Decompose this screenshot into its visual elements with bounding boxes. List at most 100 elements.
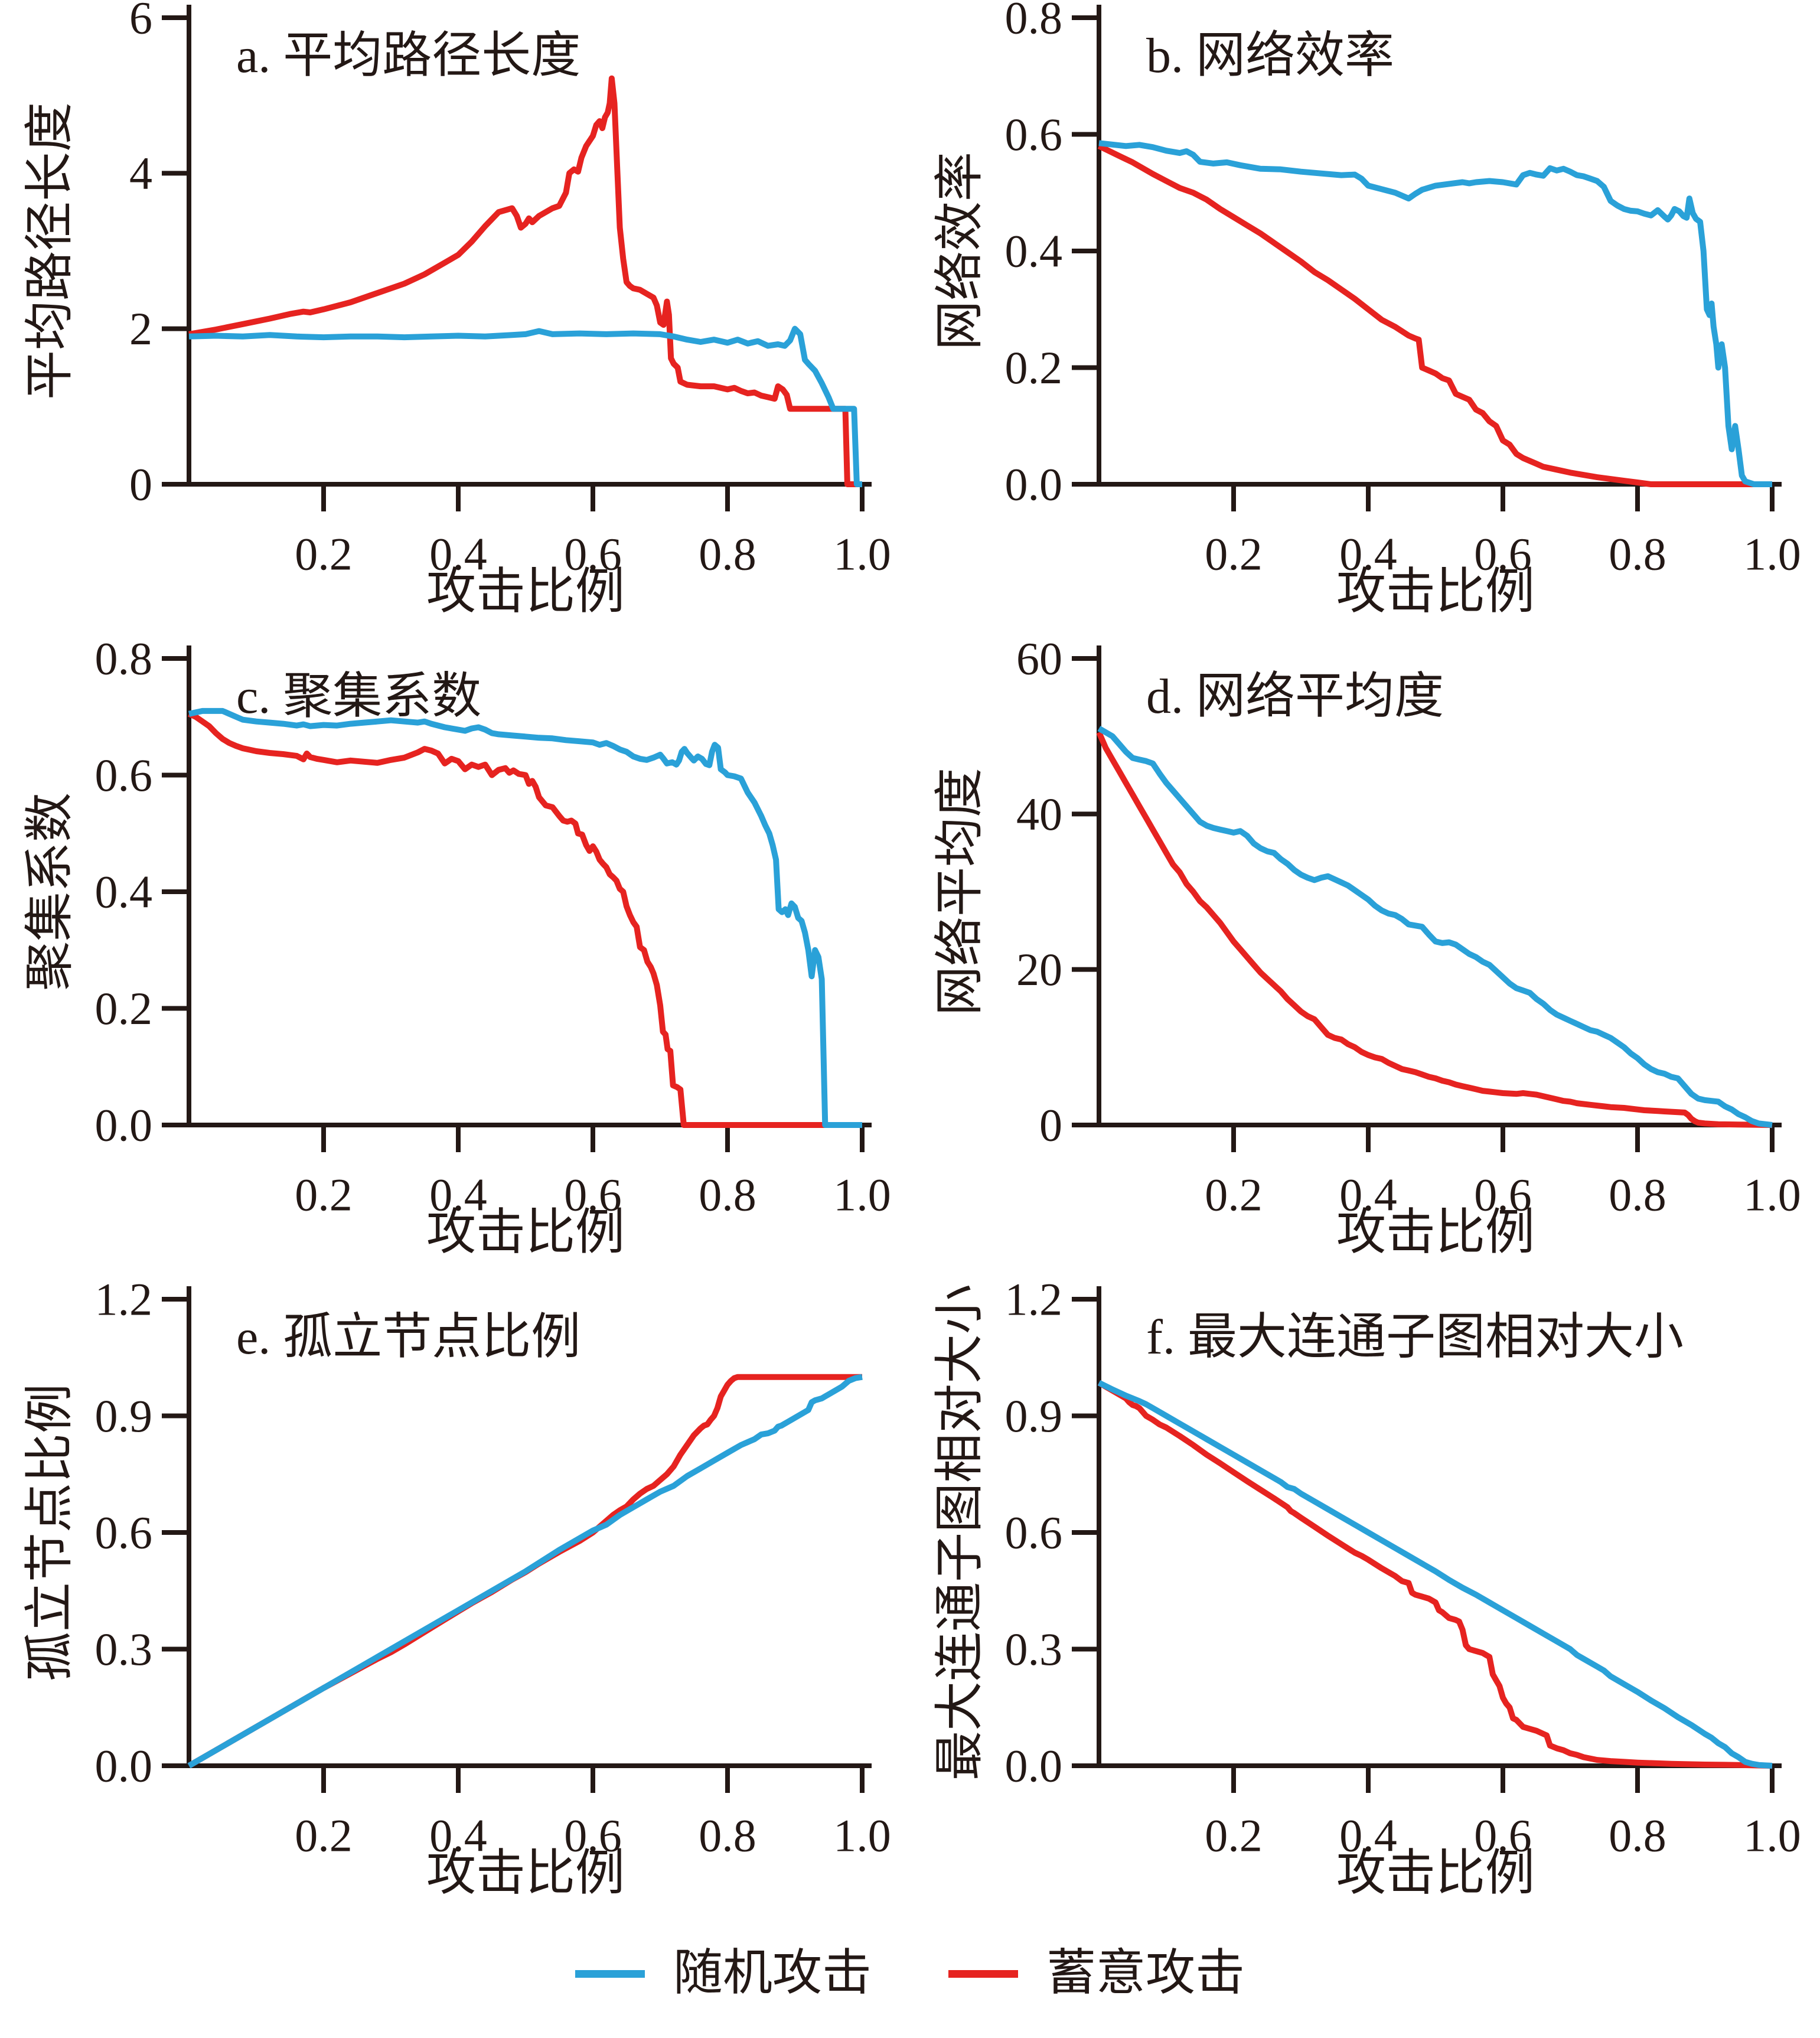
y-tick-label-panel-c: 0.4: [95, 866, 153, 918]
y-axis-label-panel-d: 网络平均度: [933, 768, 988, 1016]
x-tick-label-panel-a: 0.4: [429, 529, 487, 580]
y-tick-label-panel-b: 0.6: [1005, 109, 1063, 160]
x-tick-label-panel-a: 0.8: [699, 529, 756, 580]
x-tick-label-panel-b: 0.4: [1339, 529, 1397, 580]
y-tick-label-panel-a: 6: [129, 0, 152, 44]
y-tick-label-panel-b: 0.8: [1005, 0, 1063, 44]
chart-panel-b: 0.0 0.2 0.4 0.6 0.8 0.2 0.4 0.6 0.8 1.0 b. 网络效率网络效…: [933, 0, 1801, 619]
panel-title-d: d. 网络平均度: [1146, 669, 1444, 724]
x-axis-label-panel-c: 攻击比例: [426, 1205, 625, 1260]
series-deliberate-panel-f: [1097, 1380, 1773, 1769]
y-tick-label-panel-d: 0: [1039, 1100, 1062, 1151]
chart-panel-e: 0.0 0.3 0.6 0.9 1.2 0.2 0.4 0.6 0.8 1.0 e. 孤立节点比例孤…: [23, 1282, 891, 1901]
y-tick-label-panel-f: 1.2: [1005, 1282, 1063, 1325]
legend-item-random-attack: 随机攻击: [575, 1949, 872, 1998]
series-deliberate-panel-b: [1097, 143, 1772, 487]
x-tick-label-panel-a: 1.0: [833, 529, 891, 580]
y-tick-label-panel-e: 0.9: [95, 1390, 153, 1442]
y-tick-label-panel-e: 0.3: [95, 1623, 153, 1675]
legend-label-random-attack: 随机攻击: [673, 1946, 872, 2001]
x-tick-label-panel-c: 0.6: [564, 1169, 622, 1221]
x-tick-label-panel-d: 0.8: [1609, 1169, 1666, 1221]
x-axis-label-panel-f: 攻击比例: [1336, 1846, 1535, 1901]
y-tick-label-panel-f: 0.0: [1005, 1740, 1063, 1792]
x-tick-label-panel-c: 0.8: [699, 1169, 756, 1221]
series-deliberate-panel-a: [188, 75, 862, 487]
series-random-panel-d: [1097, 726, 1773, 1128]
x-tick-label-panel-e: 0.8: [699, 1810, 756, 1861]
legend-label-deliberate-attack: 蓄意攻击: [1046, 1946, 1245, 2001]
y-axis-label-panel-f: 最大连通子图相对大小: [933, 1284, 988, 1781]
chart-panel-c: 0.0 0.2 0.4 0.6 0.8 0.2 0.4 0.6 0.8 1.0 c. 聚集系数聚集系…: [23, 641, 891, 1260]
y-tick-label-panel-c: 0.6: [95, 749, 153, 801]
series-deliberate-panel-c: [187, 711, 862, 1128]
y-tick-label-panel-c: 0.8: [95, 641, 153, 684]
series-deliberate-panel-d: [1096, 731, 1773, 1128]
y-tick-label-panel-f: 0.6: [1005, 1507, 1063, 1558]
x-tick-label-panel-d: 1.0: [1743, 1169, 1801, 1221]
panel-title-b: b. 网络效率: [1146, 28, 1394, 83]
x-tick-label-panel-c: 1.0: [833, 1169, 891, 1221]
y-tick-label-panel-f: 0.9: [1005, 1390, 1063, 1442]
panel-title-a: a. 平均路径长度: [236, 28, 580, 83]
x-tick-label-panel-f: 0.4: [1339, 1810, 1397, 1861]
panels-grid: 0 2 4 6 0.2 0.4 0.6 0.8 1.0 a. 平均路径长度 平均路径长度 攻击比例 0.…: [23, 0, 1801, 1901]
x-tick-label-panel-b: 0.8: [1609, 529, 1666, 580]
y-tick-label-panel-c: 0.2: [95, 983, 153, 1034]
x-tick-label-panel-d: 0.4: [1339, 1169, 1397, 1221]
x-tick-label-panel-c: 0.2: [295, 1169, 353, 1221]
series-random-panel-e: [187, 1374, 863, 1769]
x-tick-label-panel-f: 1.0: [1743, 1810, 1801, 1861]
y-tick-label-panel-c: 0.0: [95, 1100, 153, 1151]
chart-panel-f: 0.0 0.3 0.6 0.9 1.2 0.2 0.4 0.6 0.8 1.0 f. 最大连通子图相…: [933, 1282, 1801, 1901]
x-tick-label-panel-b: 0.6: [1474, 529, 1532, 580]
x-tick-label-panel-a: 0.6: [564, 529, 622, 580]
x-tick-label-panel-f: 0.6: [1474, 1810, 1532, 1861]
y-tick-label-panel-d: 60: [1016, 641, 1062, 684]
y-axis-label-panel-c: 聚集系数: [23, 793, 78, 991]
panel-title-f: f. 最大连通子图相对大小: [1146, 1310, 1684, 1365]
x-tick-label-panel-f: 0.8: [1609, 1810, 1666, 1861]
y-tick-label-panel-b: 0.0: [1005, 459, 1063, 510]
x-tick-label-panel-e: 0.2: [295, 1810, 353, 1861]
x-tick-label-panel-b: 1.0: [1743, 529, 1801, 580]
y-tick-label-panel-f: 0.3: [1005, 1623, 1063, 1675]
y-axis-label-panel-b: 网络效率: [933, 152, 988, 350]
panel-title-c: c. 聚集系数: [236, 669, 481, 724]
series-random-panel-a: [188, 325, 862, 487]
series-random-panel-b: [1098, 140, 1772, 487]
y-tick-label-panel-e: 0.0: [95, 1740, 153, 1792]
legend-item-deliberate-attack: 蓄意攻击: [948, 1949, 1245, 1998]
x-tick-label-panel-b: 0.2: [1205, 529, 1263, 580]
x-tick-label-panel-d: 0.2: [1205, 1169, 1263, 1221]
y-tick-label-panel-e: 1.2: [95, 1282, 153, 1325]
y-tick-label-panel-a: 4: [129, 148, 152, 199]
x-axis-label-panel-e: 攻击比例: [426, 1846, 625, 1901]
y-tick-label-panel-d: 40: [1016, 788, 1062, 840]
y-tick-label-panel-b: 0.2: [1005, 342, 1063, 393]
y-tick-label-panel-d: 20: [1016, 944, 1062, 995]
y-axis-label-panel-a: 平均路径长度: [23, 102, 78, 400]
legend-line-deliberate-attack-icon: [948, 1969, 1018, 1978]
panel-title-e: e. 孤立节点比例: [236, 1310, 580, 1365]
x-axis-label-panel-b: 攻击比例: [1336, 565, 1535, 619]
y-tick-label-panel-e: 0.6: [95, 1507, 153, 1558]
x-axis-label-panel-a: 攻击比例: [426, 565, 625, 619]
x-tick-label-panel-c: 0.4: [429, 1169, 487, 1221]
legend: 随机攻击 蓄意攻击: [0, 1949, 1820, 1998]
series-random-panel-f: [1097, 1380, 1773, 1769]
legend-line-random-attack-icon: [575, 1969, 645, 1978]
x-tick-label-panel-e: 0.6: [564, 1810, 622, 1861]
series-random-panel-c: [188, 707, 862, 1128]
x-tick-label-panel-a: 0.2: [295, 529, 353, 580]
y-axis-label-panel-e: 孤立节点比例: [23, 1384, 78, 1681]
y-tick-label-panel-b: 0.4: [1005, 226, 1063, 277]
x-tick-label-panel-d: 0.6: [1474, 1169, 1532, 1221]
x-tick-label-panel-f: 0.2: [1205, 1810, 1263, 1861]
x-axis-label-panel-d: 攻击比例: [1336, 1205, 1535, 1260]
x-tick-label-panel-e: 0.4: [429, 1810, 487, 1861]
y-tick-label-panel-a: 0: [129, 459, 152, 510]
